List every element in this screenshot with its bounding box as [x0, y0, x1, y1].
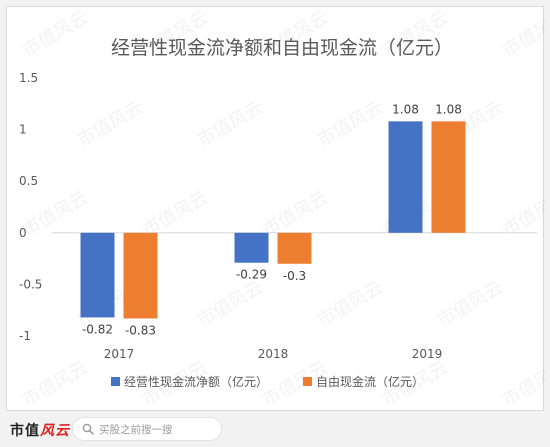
bar-operating-cash-flow-2019 [388, 121, 423, 233]
y-tick-label: -0.5 [19, 277, 42, 291]
footer-bar: 市值风云 买股之前搜一搜 [0, 411, 550, 447]
watermark-text: 市值风云 [194, 97, 267, 151]
x-tick-label: 2017 [104, 347, 135, 361]
y-tick-label: 1.5 [19, 71, 38, 85]
search-icon [82, 423, 94, 435]
x-axis: 2017 2018 2019 [104, 347, 443, 361]
legend-label: 自由现金流（亿元） [316, 374, 424, 389]
watermark-text: 市值风云 [314, 277, 387, 331]
search-box[interactable]: 买股之前搜一搜 [72, 417, 222, 441]
data-label: 1.08 [435, 102, 462, 116]
chart-card: 市值风云 市值风云 市值风云 市值风云 市值风云 市值风云 市值风云 市值风云 市值风云 市值风云… [6, 6, 550, 411]
watermark-text: 市值风云 [194, 277, 267, 331]
legend-label: 经营性现金流净额（亿元） [124, 374, 268, 389]
x-tick-label: 2018 [258, 347, 289, 361]
bar-free-cash-flow-2018 [277, 232, 312, 264]
legend: 经营性现金流净额（亿元） 自由现金流（亿元） [111, 374, 424, 389]
bar-operating-cash-flow-2017 [80, 232, 115, 318]
y-tick-label: -1 [19, 329, 31, 343]
x-tick-label: 2019 [412, 347, 443, 361]
data-label: -0.3 [283, 269, 306, 283]
watermark-text: 市值风云 [499, 357, 545, 411]
data-label: -0.83 [125, 323, 156, 337]
bars: -0.82 -0.83 -0.29 -0.3 1.08 1.08 [80, 102, 466, 337]
watermark-text: 市值风云 [74, 97, 147, 151]
data-label: -0.29 [236, 268, 267, 282]
y-tick-label: 0 [19, 226, 27, 240]
brand-accent: 风云 [40, 423, 70, 439]
watermark-text: 市值风云 [19, 357, 92, 411]
data-label: 1.08 [392, 102, 419, 116]
watermark-text: 市值风云 [19, 7, 92, 61]
y-tick-label: 0.5 [19, 174, 38, 188]
y-tick-label: 1 [19, 123, 27, 137]
legend-swatch [303, 377, 312, 386]
brand-logo[interactable]: 市值风云 [10, 420, 70, 440]
data-label: -0.82 [82, 322, 113, 336]
watermark-text: 市值风云 [499, 7, 545, 61]
legend-swatch [111, 377, 120, 386]
bar-operating-cash-flow-2018 [234, 232, 269, 263]
watermark-text: 市值风云 [314, 97, 387, 151]
brand-plain: 市值 [10, 423, 40, 439]
bar-free-cash-flow-2017 [123, 232, 158, 319]
bar-free-cash-flow-2019 [431, 121, 466, 233]
chart-title: 经营性现金流净额和自由现金流（亿元） [111, 37, 453, 59]
watermark-text: 市值风云 [434, 277, 507, 331]
search-placeholder: 买股之前搜一搜 [99, 424, 173, 436]
